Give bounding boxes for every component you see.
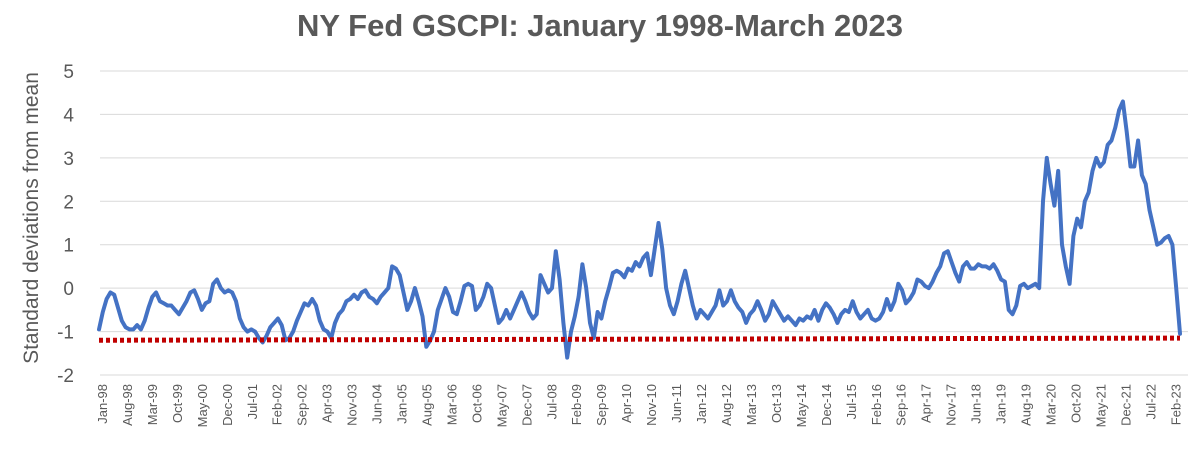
x-tick-label: May-07 — [494, 384, 509, 427]
x-tick-label: Nov-03 — [345, 384, 360, 426]
x-tick-label: Mar-20 — [1043, 384, 1058, 425]
x-tick-label: Mar-13 — [744, 384, 759, 425]
chart-title: NY Fed GSCPI: January 1998-March 2023 — [297, 8, 903, 43]
x-tick-label: Apr-10 — [619, 384, 634, 423]
threshold-line — [98, 335, 1181, 343]
x-tick-label: Oct-20 — [1068, 384, 1083, 423]
x-tick-label: May-14 — [794, 384, 809, 427]
x-tick-label: Feb-09 — [569, 384, 584, 425]
x-tick-label: Feb-02 — [270, 384, 285, 425]
x-tick-label: Nov-17 — [944, 384, 959, 426]
y-tick-label: 3 — [63, 149, 74, 170]
x-tick-label: Aug-05 — [419, 384, 434, 426]
series-line — [97, 99, 1182, 360]
x-tick-label: Jul-08 — [544, 384, 559, 419]
x-tick-label: Aug-98 — [120, 384, 135, 426]
x-tick-label: Oct-13 — [769, 384, 784, 423]
x-tick-label: Jun-04 — [370, 384, 385, 424]
x-tick-label: Oct-99 — [170, 384, 185, 423]
x-tick-label: Dec-14 — [819, 384, 834, 426]
y-tick-label: 5 — [63, 62, 74, 83]
x-tick-label: Nov-10 — [644, 384, 659, 426]
x-tick-label: Jun-18 — [969, 384, 984, 424]
x-tick-label: Jul-01 — [245, 384, 260, 419]
x-tick-label: Apr-17 — [919, 384, 934, 423]
x-tick-label: Sep-02 — [295, 384, 310, 426]
y-tick-label: 4 — [63, 105, 74, 126]
y-tick-label: -2 — [57, 366, 74, 387]
y-tick-label: -1 — [57, 323, 74, 344]
x-tick-label: Sep-09 — [594, 384, 609, 426]
x-tick-label: Feb-16 — [869, 384, 884, 425]
x-tick-label: Jan-05 — [395, 384, 410, 424]
x-tick-label: Jun-11 — [669, 384, 684, 423]
x-tick-label: Dec-21 — [1118, 384, 1133, 426]
x-tick-label: Jul-15 — [844, 384, 859, 419]
x-tick-label: Dec-07 — [519, 384, 534, 426]
x-tick-label: May-21 — [1093, 384, 1108, 427]
x-tick-label: Feb-23 — [1168, 384, 1183, 425]
x-tick-label: Aug-19 — [1019, 384, 1034, 426]
x-tick-label: Jan-19 — [994, 384, 1009, 424]
x-tick-label: Jul-22 — [1143, 384, 1158, 419]
x-tick-label: Oct-06 — [469, 384, 484, 423]
y-tick-label: 0 — [63, 279, 74, 300]
x-tick-label: Mar-99 — [145, 384, 160, 425]
x-tick-label: Jan-12 — [694, 384, 709, 424]
x-tick-label: Dec-00 — [220, 384, 235, 426]
x-tick-label: Apr-03 — [320, 384, 335, 423]
x-tick-label: May-00 — [195, 384, 210, 427]
x-tick-label: Mar-06 — [444, 384, 459, 425]
x-tick-label: Sep-16 — [894, 384, 909, 426]
y-tick-label: 2 — [63, 192, 74, 213]
x-tick-label: Jan-98 — [95, 384, 110, 424]
y-tick-label: 1 — [63, 236, 74, 257]
x-tick-label: Aug-12 — [719, 384, 734, 426]
